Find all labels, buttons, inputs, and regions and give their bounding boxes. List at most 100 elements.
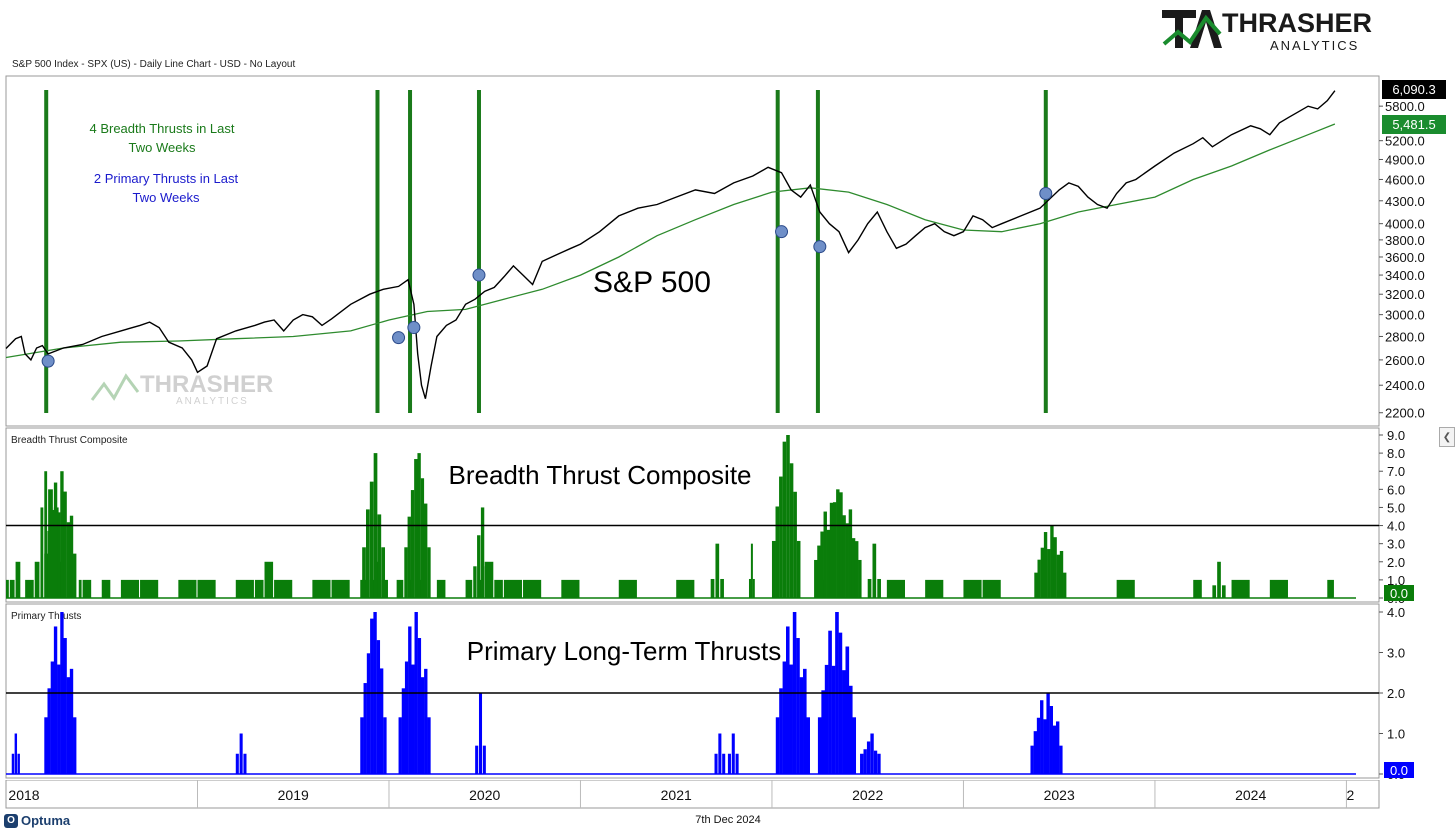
level-bar-4: [25, 579, 34, 598]
spike-7-bar-0: [814, 559, 818, 598]
sp500-price-line: [5, 90, 1336, 399]
spike-1-bar-4: [57, 664, 61, 774]
price-tick-label-2: 2600.0: [1385, 353, 1425, 368]
spike-3-bar-3: [370, 618, 374, 774]
watermark-sub: ANALYTICS: [176, 396, 249, 407]
spike-3-bar-0: [473, 566, 477, 598]
spike-6-bar-1: [775, 506, 780, 598]
spike-3-bar-1: [363, 683, 367, 774]
spike-5-bar-0: [475, 745, 479, 774]
level-bar-6: [40, 507, 44, 598]
optuma-brand: O Optuma: [4, 813, 70, 828]
spike-0-bar-0: [11, 753, 15, 774]
spike-10-bar-0: [1212, 585, 1217, 598]
x-label-0: 2018: [8, 787, 39, 803]
moving-average-line: [5, 123, 1336, 359]
primary-legend-label: Primary Thrusts: [11, 611, 81, 622]
spike-2-bar-2: [243, 753, 247, 774]
level-bar-52: [523, 579, 542, 598]
level-bar-15: [82, 579, 92, 598]
thrust-marker-5: [813, 240, 827, 254]
x-label-1: 2019: [278, 787, 309, 803]
spike-6-bar-4: [786, 435, 790, 598]
spike-6-bar-5: [789, 463, 794, 598]
primary-last-badge: 0.0: [1384, 762, 1414, 778]
price-tick-label-1: 2400.0: [1385, 378, 1425, 393]
level-bar-23: [197, 579, 216, 598]
thrust-marker-3: [472, 268, 486, 282]
level-bar-85: [963, 579, 982, 598]
spike-7-bar-1: [817, 545, 821, 598]
level-bar-0: [6, 579, 9, 598]
x-axis-labels: 2018 2019 2020 2021 2022 2023 2024 2: [8, 780, 1355, 808]
breadth-bars-tick-label-8: 8.0: [1387, 446, 1405, 461]
thrust-marker-2: [407, 321, 421, 335]
level-bar-17: [101, 579, 111, 598]
spike-9-bar-4: [831, 665, 836, 774]
spike-0-bar-1: [47, 530, 51, 598]
spike-4-bar-6: [417, 638, 422, 774]
thrust-marker-4: [775, 225, 789, 239]
spike-11-bar-8: [1056, 721, 1060, 774]
spike-10-bar-3: [870, 733, 874, 774]
spike-11-bar-9: [1059, 745, 1063, 774]
price-tick-label-8: 3800.0: [1385, 233, 1425, 248]
spike-6-bar-7: [796, 540, 801, 598]
spike-2-bar-5: [420, 478, 425, 598]
price-tick-label-3: 2800.0: [1385, 329, 1425, 344]
spike-8-bar-2: [877, 578, 881, 598]
spike-9-bar-0: [1034, 572, 1038, 598]
x-label-6: 2024: [1235, 787, 1266, 803]
level-bar-49: [484, 561, 494, 598]
spike-9-bar-4: [1047, 549, 1051, 598]
spike-11-bar-7: [1052, 725, 1057, 774]
spike-0-bar-8: [69, 515, 74, 598]
spike-11-bar-1: [1033, 731, 1038, 774]
panel-collapse-button[interactable]: ❮: [1439, 427, 1455, 447]
breadth-bars-tick-label-3: 3.0: [1387, 537, 1405, 552]
thrust-marker-0: [41, 354, 55, 368]
spike-9-bar-6: [1053, 537, 1057, 598]
spike-4-bar-2: [404, 661, 409, 774]
x-label-3: 2021: [661, 787, 692, 803]
spike-7-bar-3: [823, 511, 827, 598]
level-bar-31: [331, 579, 350, 598]
spike-9-bar-5: [1050, 525, 1054, 598]
level-bar-51: [503, 579, 523, 598]
thrust-lines: [44, 90, 1048, 413]
spike-9-bar-10: [852, 717, 857, 774]
level-bar-30: [312, 579, 331, 598]
spike-8-bar-8: [803, 668, 807, 774]
spike-9-bar-6: [838, 632, 843, 774]
breadth-last-badge: 0.0: [1384, 585, 1414, 601]
spike-1-bar-1: [47, 688, 51, 774]
spike-9-bar-8: [845, 646, 850, 774]
primary-last-value: 0.0: [1390, 763, 1408, 778]
spike-10-bar-5: [877, 753, 881, 774]
spike-3-bar-2: [480, 507, 485, 598]
spike-11-bar-6: [1049, 706, 1053, 774]
spike-3-bar-6: [379, 668, 384, 774]
breadth-panel: Breadth Thrust Composite Breadth Thrust …: [6, 428, 1414, 606]
breadth-bars-tick-label-7: 7.0: [1387, 464, 1405, 479]
price-tick-label-12: 4900.0: [1385, 152, 1425, 167]
spike-0-bar-7: [66, 522, 71, 598]
spike-9-bar-3: [1043, 532, 1048, 598]
spike-6-bar-2: [722, 753, 726, 774]
breadth-last-value: 0.0: [1390, 586, 1408, 601]
spike-8-bar-3: [786, 626, 790, 774]
last-price-label: 6,090.3: [1392, 82, 1435, 97]
spike-4-bar-2: [720, 578, 724, 598]
spike-6-bar-6: [793, 491, 797, 598]
spike-7-bar-14: [858, 559, 862, 598]
chart-area: THRASHER ANALYTICS 4 Breadth Thrusts in …: [5, 75, 1446, 780]
spike-0-bar-1: [14, 733, 18, 774]
spike-3-bar-3: [484, 566, 489, 598]
price-tick-label-10: 4300.0: [1385, 194, 1425, 209]
breadth-legend-label: Breadth Thrust Composite: [11, 435, 128, 446]
spike-4-bar-1: [715, 543, 720, 598]
breadth-bars: [6, 435, 1356, 599]
thrust-markers: [41, 187, 1053, 368]
spike-8-bar-1: [872, 543, 877, 598]
thrust-marker-1: [392, 331, 406, 345]
